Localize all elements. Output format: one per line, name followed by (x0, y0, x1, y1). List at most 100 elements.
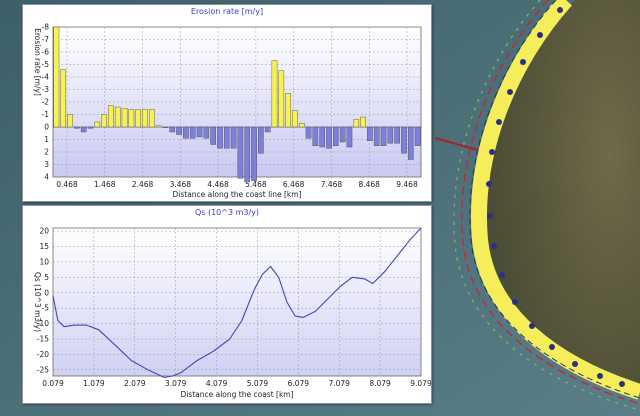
transect-dot (487, 213, 493, 219)
qs-chart-title: Qs (10^3 m3/y) (194, 208, 260, 217)
x-tick-label: 1.079 (83, 379, 105, 388)
erosion-chart-title: Erosion rate [m/y] (190, 7, 264, 16)
erosion-chart: -8 -7 -6 -5 -4 -3 -2 -1 0 1 2 3 4 0.468 1.468 2.468 3.46… (33, 23, 422, 199)
transect-dots (486, 7, 625, 387)
x-axis-label: Distance along the coast [km] (180, 390, 293, 399)
bar (298, 123, 305, 128)
transect-dot (499, 272, 505, 278)
qs-chart-panel: Qs (10^3 m3/y) 20 15 10 5 0 -5 -10 -15 -20 -25 0.0… (22, 205, 432, 404)
transect-dot (491, 243, 497, 249)
bar (305, 126, 312, 139)
y-tick-label: 0 (44, 288, 49, 297)
land-area (486, 0, 640, 385)
x-tick-label: 2.079 (124, 379, 146, 388)
bar (80, 126, 87, 133)
bar (407, 126, 414, 160)
bar (189, 126, 196, 139)
bar (121, 108, 128, 128)
transect-dot (520, 59, 526, 65)
bar (203, 126, 210, 139)
y-tick-label: 4 (44, 173, 49, 182)
bar (237, 126, 244, 179)
bar (285, 93, 291, 128)
y-tick-label: -4 (42, 73, 50, 82)
y-tick-label: -1 (42, 110, 50, 119)
x-tick-label: 4.468 (207, 180, 229, 189)
bar (401, 126, 407, 154)
transect-dot (529, 323, 535, 329)
x-tick-label: 3.079 (165, 379, 187, 388)
transect-dot (512, 299, 518, 305)
bar (271, 60, 278, 128)
bar (183, 126, 189, 139)
y-tick-label: -8 (42, 23, 50, 32)
y-axis-label: Erosion rate [m/y] (33, 28, 42, 96)
bar (367, 126, 373, 141)
bar (394, 126, 400, 144)
x-tick-label: 4.079 (206, 379, 228, 388)
x-axis-label: Distance along the coast line [km] (173, 190, 302, 199)
y-tick-label: 1 (44, 135, 49, 144)
transect-dot (549, 344, 555, 350)
y-tick-label: -25 (37, 365, 49, 374)
x-tick-label: 7.079 (328, 379, 350, 388)
bar (217, 126, 223, 149)
y-tick-label: 15 (39, 242, 49, 251)
bar (251, 126, 257, 181)
bar (114, 106, 121, 128)
y-tick-label: -7 (42, 35, 50, 44)
y-tick-label: -5 (42, 60, 50, 69)
transect-dot (619, 381, 625, 387)
x-tick-label: 8.468 (358, 180, 380, 189)
transect-dot (597, 373, 603, 379)
x-tick-label: 0.468 (56, 180, 78, 189)
x-tick-label: 7.468 (321, 180, 343, 189)
transect-dot (572, 361, 578, 367)
bar (312, 126, 319, 146)
x-tick-label: 2.468 (132, 180, 154, 189)
transect-dot (496, 119, 502, 125)
bar (101, 114, 107, 128)
x-tick-label: 6.468 (283, 180, 305, 189)
bar (292, 110, 298, 128)
qs-chart: 20 15 10 5 0 -5 -10 -15 -20 -25 0.079 1.079 2.079 3.0… (33, 227, 431, 399)
transect-dot (486, 181, 492, 187)
bar (67, 114, 73, 128)
bar (373, 126, 380, 146)
bar (333, 126, 339, 146)
y-tick-label: -5 (42, 304, 50, 313)
bar (94, 121, 101, 128)
y-tick-label: -2 (42, 98, 50, 107)
bar (169, 126, 176, 133)
bar (155, 125, 162, 128)
x-tick-label: 8.079 (369, 379, 391, 388)
y-tick-label: -20 (37, 350, 49, 359)
x-tick-label: 9.079 (410, 379, 431, 388)
bar (142, 109, 148, 128)
x-tick-label: 1.468 (94, 180, 116, 189)
y-tick-label: -3 (42, 85, 50, 94)
bar (319, 126, 325, 148)
bar (414, 126, 421, 146)
transect-dot (489, 149, 495, 155)
x-tick-label: 3.468 (170, 180, 192, 189)
bar (60, 69, 67, 128)
bar (135, 109, 141, 128)
bar (230, 126, 237, 149)
plot-area (52, 227, 422, 377)
bar (108, 105, 114, 128)
bar (278, 70, 285, 128)
y-tick-label: 20 (39, 227, 49, 236)
transect-dot (557, 7, 563, 13)
y-axis-label: Qs (10^3 m3/y) (33, 272, 42, 332)
y-tick-label: 10 (39, 257, 49, 266)
bar (53, 26, 60, 128)
y-tick-label: -15 (37, 335, 49, 344)
bar (210, 126, 216, 145)
bar (87, 126, 94, 129)
erosion-chart-panel: Erosion rate [m/y] -8 -7 -6 -5 -4 -3 -2 -1 0 1 2 3 4… (22, 4, 432, 202)
y-tick-label: -10 (37, 319, 49, 328)
y-tick-label: 2 (44, 148, 49, 157)
x-tick-label: 6.079 (288, 379, 310, 388)
bar (360, 116, 366, 128)
